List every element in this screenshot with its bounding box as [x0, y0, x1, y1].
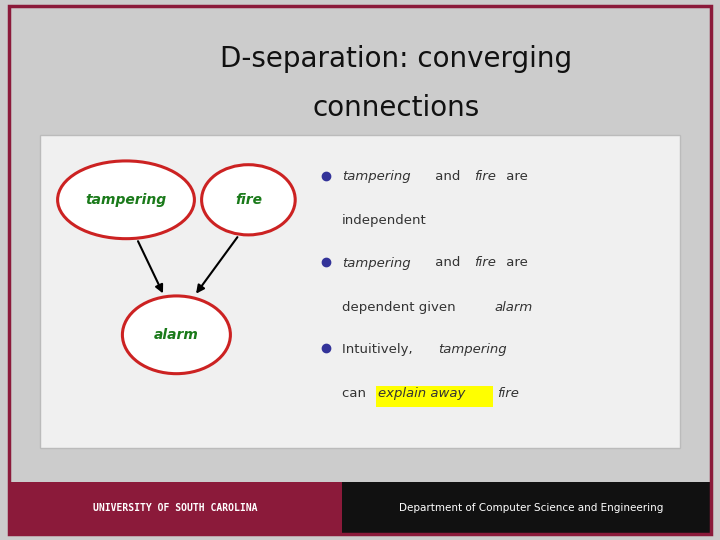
- Text: alarm: alarm: [494, 301, 532, 314]
- Text: are: are: [502, 170, 528, 183]
- Text: tampering: tampering: [342, 170, 410, 183]
- Text: fire: fire: [235, 193, 262, 207]
- Text: tampering: tampering: [86, 193, 166, 207]
- Text: Intuitively,: Intuitively,: [342, 343, 417, 356]
- Ellipse shape: [202, 165, 295, 235]
- Ellipse shape: [58, 161, 194, 239]
- Text: tampering: tampering: [342, 256, 410, 269]
- FancyBboxPatch shape: [9, 482, 342, 534]
- Text: can: can: [342, 387, 370, 400]
- Text: and: and: [431, 170, 464, 183]
- Text: connections: connections: [312, 94, 480, 122]
- Text: Department of Computer Science and Engineering: Department of Computer Science and Engin…: [399, 503, 663, 513]
- Text: fire: fire: [474, 170, 496, 183]
- Text: D-separation: converging: D-separation: converging: [220, 45, 572, 73]
- Ellipse shape: [122, 296, 230, 374]
- Text: independent: independent: [342, 214, 427, 227]
- FancyBboxPatch shape: [342, 482, 711, 534]
- Text: alarm: alarm: [154, 328, 199, 342]
- Text: fire: fire: [474, 256, 496, 269]
- Text: dependent given: dependent given: [342, 301, 460, 314]
- Text: tampering: tampering: [438, 343, 507, 356]
- FancyBboxPatch shape: [377, 386, 493, 407]
- Text: UNIVERSITY OF SOUTH CAROLINA: UNIVERSITY OF SOUTH CAROLINA: [93, 503, 258, 513]
- Text: and: and: [431, 256, 464, 269]
- FancyBboxPatch shape: [40, 135, 680, 448]
- Text: explain away: explain away: [379, 387, 466, 400]
- Text: fire: fire: [497, 387, 518, 400]
- Text: are: are: [502, 256, 528, 269]
